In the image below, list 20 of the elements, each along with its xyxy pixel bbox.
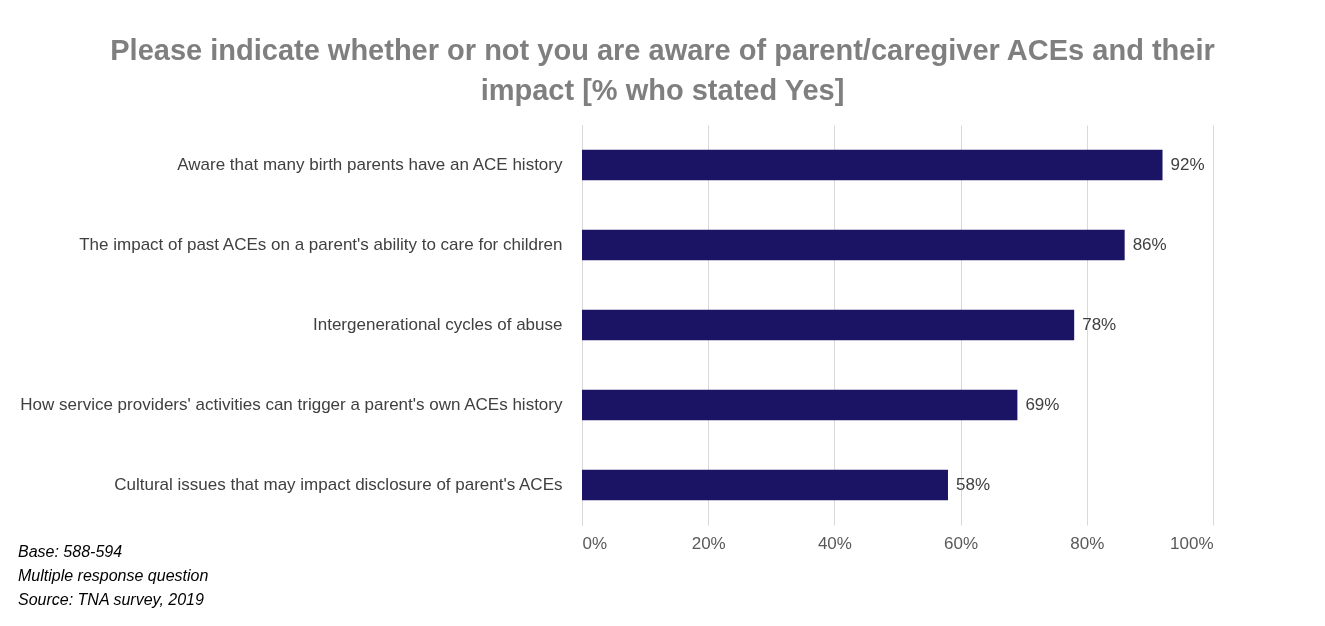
y-tick-label: How service providers' activities can trigger a parent's own ACEs history	[20, 395, 563, 414]
y-tick-label: Aware that many birth parents have an ACE history	[177, 155, 563, 174]
x-tick-label: 0%	[582, 533, 608, 553]
text: Multiple response question	[18, 566, 209, 586]
x-tick-label: 20%	[691, 533, 726, 553]
x-tick-label: 40%	[817, 533, 852, 553]
data-label: 86%	[1132, 235, 1167, 254]
text: Base: 588-594	[18, 542, 124, 562]
chart-title: Please indicate whether or not you are aware of parent/caregiver ACEs and their impact [% who stated Yes]	[109, 33, 1216, 108]
y-tick-label: Cultural issues that may impact disclosure of parent's ACEs	[114, 475, 563, 494]
y-tick-label: Intergenerational cycles of abuse	[313, 315, 563, 334]
data-label: 69%	[1025, 395, 1060, 414]
x-tick-label: 100%	[1170, 533, 1214, 553]
x-tick-label: 60%	[944, 533, 979, 553]
x-tick-label: 80%	[1070, 533, 1105, 553]
source-note: Source: TNA survey, 2019	[18, 590, 205, 610]
data-label: 78%	[1082, 315, 1117, 334]
y-tick-label: The impact of past ACEs on a parent's ability to care for children	[79, 235, 563, 254]
data-label: 92%	[1170, 155, 1205, 174]
data-label: 58%	[955, 475, 991, 494]
